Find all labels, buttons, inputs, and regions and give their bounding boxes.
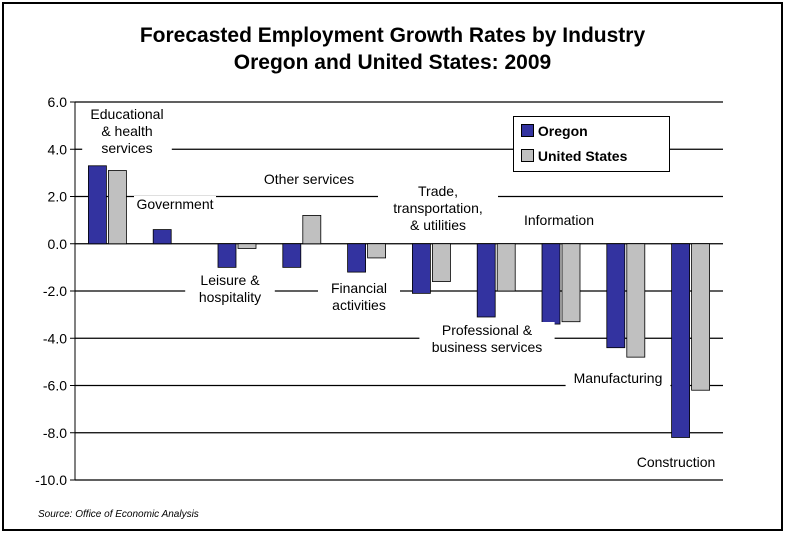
- y-tick-label: -10.0: [35, 472, 67, 488]
- y-tick-label: -8.0: [43, 425, 67, 441]
- bar-united-states: [367, 243, 387, 259]
- y-tick-label: 4.0: [48, 141, 68, 157]
- legend: Oregon United States: [513, 116, 670, 172]
- bar-oregon: [347, 243, 367, 273]
- y-tick-label: -2.0: [43, 283, 67, 299]
- y-tick-label: 6.0: [48, 94, 68, 110]
- category-label-bg: [185, 272, 275, 306]
- chart-subtitle: Oregon and United States: 2009: [233, 51, 552, 74]
- category-label-bg: [627, 454, 725, 471]
- source-note: Source: Office of Economic Analysis: [38, 509, 199, 520]
- legend-swatch-united-states: [521, 149, 534, 162]
- category-label-bg: [252, 171, 366, 188]
- legend-label-united-states: United States: [537, 148, 628, 164]
- category-labels: Educational & health services Government Lei…: [82, 106, 725, 471]
- bars: [88, 165, 710, 438]
- bar-oregon: [541, 243, 561, 325]
- category-label: Trade, transportation, & utilities: [393, 183, 483, 233]
- category-label: Professional & business services: [432, 322, 543, 355]
- category-label: Manufacturing: [574, 370, 663, 386]
- category-label: Construction: [637, 454, 716, 470]
- category-label-bg: [318, 280, 400, 314]
- bar-united-states: [626, 243, 646, 358]
- bar-united-states: [691, 243, 710, 391]
- bar-oregon: [152, 229, 172, 245]
- category-label: Other services: [264, 171, 354, 187]
- category-label: Financial activities: [331, 280, 387, 313]
- chart-frame: [2, 2, 783, 531]
- category-label-bg: [82, 106, 172, 157]
- bar-oregon: [88, 165, 107, 245]
- legend-label-oregon: Oregon: [537, 123, 588, 139]
- y-tick-label: 0.0: [48, 236, 68, 252]
- chart-title-block: Forecasted Employment Growth Rates by In…: [0, 22, 785, 76]
- bar-oregon: [671, 243, 690, 438]
- bar-united-states: [496, 243, 516, 292]
- bar-oregon: [411, 243, 431, 294]
- bar-united-states: [561, 243, 581, 323]
- bar-united-states: [302, 214, 322, 245]
- category-label-bg: [419, 322, 555, 356]
- y-tick-label: -6.0: [43, 378, 67, 394]
- legend-swatch-oregon: [521, 124, 534, 137]
- bar-united-states: [108, 170, 127, 245]
- bar-oregon: [476, 243, 496, 318]
- category-label-bg: [514, 212, 604, 229]
- category-label-bg: [378, 183, 498, 234]
- y-tick-label: 2.0: [48, 189, 68, 205]
- category-label-bg: [134, 196, 216, 213]
- category-label-bg: [565, 370, 671, 387]
- y-axis: 6.0 4.0 2.0 0.0 -2.0 -4.0 -6.0 -8.0 -10.0: [35, 94, 76, 488]
- bar-oregon: [282, 243, 302, 268]
- bar-united-states: [431, 243, 451, 282]
- category-label: Leisure & hospitality: [199, 272, 261, 305]
- y-tick-label: -4.0: [43, 330, 67, 346]
- category-label: Educational & health services: [90, 106, 163, 156]
- bar-oregon: [606, 243, 626, 349]
- bar-united-states: [237, 243, 257, 249]
- category-label: Government: [136, 196, 213, 212]
- category-label: Information: [524, 212, 594, 228]
- chart-title: Forecasted Employment Growth Rates by In…: [139, 24, 646, 47]
- bar-oregon: [217, 243, 237, 268]
